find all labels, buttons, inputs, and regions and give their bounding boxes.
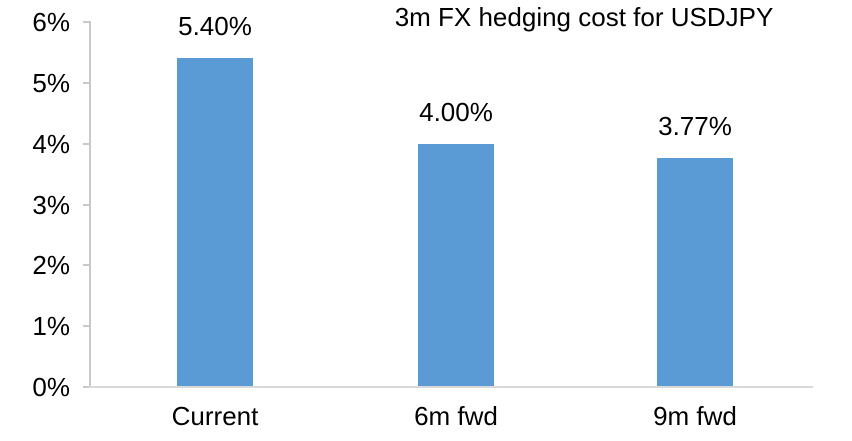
y-axis-line — [89, 21, 91, 387]
bar-value-label: 4.00% — [419, 97, 493, 127]
y-tick-label: 1% — [32, 311, 70, 342]
y-tick-mark — [83, 142, 91, 145]
y-tick-label: 4% — [32, 128, 70, 159]
y-tick-mark — [83, 21, 91, 23]
y-tick-label: 2% — [32, 250, 70, 281]
x-category-label: 9m fwd — [653, 401, 737, 431]
bar — [657, 158, 733, 387]
bar — [177, 58, 253, 387]
y-tick-label: 5% — [32, 67, 70, 98]
y-tick-mark — [83, 386, 91, 388]
y-tick-label: 0% — [32, 372, 70, 402]
bar-value-label: 3.77% — [658, 111, 732, 141]
x-axis-baseline — [89, 386, 813, 388]
bar-value-label: 5.40% — [178, 11, 252, 41]
x-category-label: Current — [171, 401, 259, 431]
x-category-label: 6m fwd — [414, 401, 498, 431]
y-tick-mark — [83, 264, 91, 267]
y-tick-mark — [83, 81, 91, 84]
y-tick-label: 3% — [32, 189, 70, 220]
y-tick-mark — [83, 325, 91, 328]
chart-title: 3m FX hedging cost for USDJPY — [394, 2, 774, 32]
y-tick-label: 6% — [32, 7, 70, 37]
y-tick-mark — [83, 203, 91, 206]
bar — [418, 144, 494, 387]
